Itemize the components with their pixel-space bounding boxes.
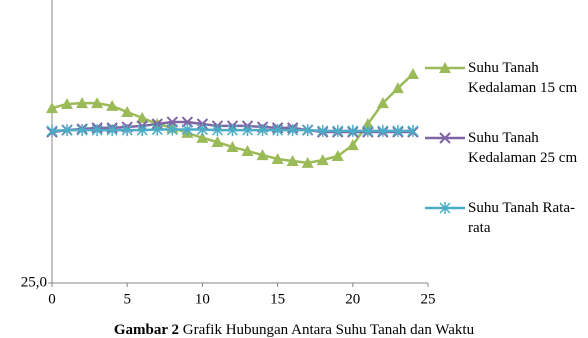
x-tick-label: 25 (421, 291, 436, 307)
data-point (271, 153, 284, 165)
data-point (46, 124, 58, 137)
data-point (332, 124, 344, 137)
x-tick-label: 5 (123, 291, 131, 307)
data-point (256, 149, 269, 161)
data-point (211, 124, 223, 137)
data-point (331, 149, 344, 161)
data-point (361, 117, 374, 129)
data-point (226, 124, 239, 137)
caption-label: Gambar 2 (113, 322, 180, 338)
x-tick-label: 10 (195, 291, 210, 307)
data-point (226, 141, 239, 153)
legend-marker (439, 132, 451, 144)
legend-label: Suhu Tanah Kedalaman 25 cm (468, 130, 578, 166)
data-point (347, 124, 359, 137)
data-point (346, 139, 359, 151)
data-point (211, 136, 224, 148)
data-point (106, 124, 118, 137)
data-point (121, 124, 133, 137)
legend-label: Suhu Tanah Rata-rata (468, 200, 575, 236)
data-point (196, 123, 208, 136)
data-point (196, 131, 209, 143)
data-point (61, 124, 73, 137)
data-point (316, 154, 329, 166)
data-point (91, 97, 104, 109)
data-point (257, 124, 269, 137)
x-tick-label: 15 (270, 291, 285, 307)
data-point (286, 154, 299, 166)
data-point (406, 67, 419, 79)
y-tick-label: 25,0 (21, 274, 47, 290)
caption-text: Grafik Hubungan Antara Suhu Tanah dan Wa… (182, 322, 475, 338)
data-point (287, 124, 299, 137)
data-point (362, 124, 374, 137)
data-point (151, 123, 163, 136)
data-point (76, 97, 89, 109)
data-point (76, 124, 88, 137)
data-point (241, 144, 254, 156)
data-point (377, 124, 389, 137)
data-point (302, 124, 314, 137)
x-tick-label: 20 (345, 291, 360, 307)
data-point (301, 156, 314, 168)
legend-label: Suhu Tanah Kedalaman 15 cm (468, 60, 578, 96)
data-point (136, 124, 148, 137)
data-point (407, 124, 419, 137)
data-point (136, 111, 149, 123)
legend-marker (439, 62, 451, 73)
data-point (272, 124, 284, 137)
legend-marker (439, 202, 451, 214)
data-point (166, 123, 178, 136)
data-point (181, 123, 193, 136)
data-point (241, 124, 254, 137)
caption: Gambar 2 Grafik Hubungan Antara Suhu Tan… (0, 322, 588, 338)
data-point (91, 124, 103, 137)
x-tick-label: 0 (48, 291, 56, 307)
data-point (61, 97, 74, 109)
data-point (106, 99, 119, 111)
data-point (317, 124, 329, 137)
data-point (391, 82, 404, 94)
data-point (392, 124, 404, 137)
data-point (46, 102, 58, 114)
data-point (376, 97, 389, 109)
data-point (121, 106, 134, 118)
